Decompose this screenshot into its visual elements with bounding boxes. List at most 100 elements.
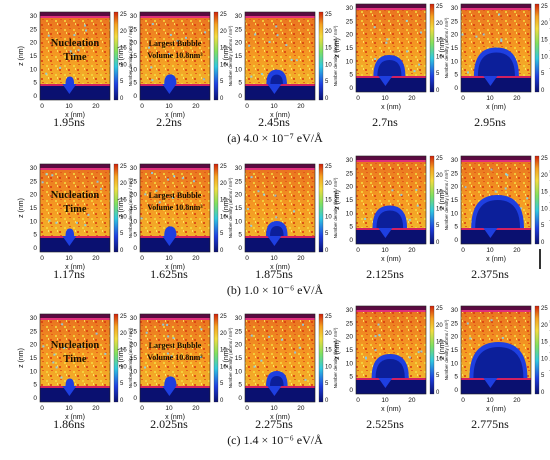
- z-tick-label: 5: [238, 232, 242, 239]
- top-wall: [140, 314, 210, 318]
- top-wall-edge: [40, 318, 110, 320]
- x-axis-label: x (nm): [381, 406, 401, 413]
- colorbar-tick-label: 5: [436, 373, 440, 379]
- colorbar-tick-label: 10: [541, 356, 548, 362]
- density-speck: [73, 34, 76, 37]
- substrate-wall: [40, 86, 110, 100]
- z-tick-label: 20: [346, 184, 354, 191]
- colorbar-tick-label: 20: [541, 21, 548, 27]
- vapor-core: [270, 226, 284, 236]
- colorbar-tick-label: 25: [325, 314, 332, 320]
- colorbar-tick-label: 25: [220, 314, 227, 320]
- density-speck: [185, 36, 188, 39]
- z-axis-label: z (nm): [439, 340, 446, 360]
- colorbar-tick-label: 25: [120, 314, 127, 320]
- substrate-wall: [40, 238, 110, 252]
- colorbar-label: Number density (atoms / nm³): [228, 25, 233, 86]
- vapor-bubble: [65, 228, 75, 236]
- colorbar: [113, 11, 119, 101]
- time-label: 2.775ns: [471, 417, 509, 431]
- density-speck: [298, 346, 301, 349]
- density-speck: [155, 189, 158, 192]
- density-speck: [202, 78, 205, 81]
- colorbar-tick-label: 20: [541, 323, 548, 329]
- groove: [162, 84, 177, 94]
- row-caption: (c) 1.4 × 10⁻⁶ eV/Å: [227, 433, 323, 447]
- density-speck: [416, 204, 419, 207]
- x-axis-label: x (nm): [165, 414, 185, 421]
- z-tick-label: 10: [130, 218, 138, 225]
- colorbar-tick-label: 25: [436, 306, 443, 312]
- top-wall-edge: [140, 16, 210, 18]
- z-tick-label: 30: [130, 13, 138, 20]
- top-wall-edge: [245, 168, 315, 170]
- density-speck: [162, 323, 165, 326]
- density-speck: [51, 174, 54, 177]
- z-tick-label: 5: [133, 232, 137, 239]
- colorbar-tick-label: 15: [325, 46, 332, 52]
- x-axis-label: x (nm): [486, 104, 506, 111]
- vapor-core: [473, 347, 524, 378]
- plot-frame: [244, 163, 316, 253]
- colorbar-tick-label: 15: [120, 348, 127, 354]
- colorbar-tick-label: 25: [436, 156, 443, 162]
- top-wall-edge: [40, 16, 110, 18]
- density-speck: [391, 189, 394, 192]
- z-tick-label: 25: [30, 178, 38, 185]
- z-tick-label: 0: [33, 93, 37, 100]
- top-wall-edge: [356, 310, 426, 312]
- colorbar-label: Number density (atoms / nm³): [128, 327, 133, 388]
- z-tick-label: 15: [30, 53, 38, 60]
- nucleation-label: Nucleation: [51, 190, 100, 201]
- z-tick-label: 20: [30, 342, 38, 349]
- density-speck: [302, 323, 305, 326]
- z-axis-label: z (nm): [18, 348, 25, 368]
- density-speck: [47, 34, 50, 37]
- vapor-core: [375, 359, 405, 378]
- top-wall: [40, 314, 110, 318]
- plot-frame: [460, 155, 532, 245]
- density-speck: [144, 193, 147, 196]
- density-speck: [469, 337, 472, 340]
- z-tick-label: 10: [235, 368, 243, 375]
- density-speck: [386, 38, 389, 41]
- colorbar-tick-label: 10: [325, 62, 332, 68]
- top-wall: [140, 164, 210, 168]
- x-tick-label: 20: [513, 95, 521, 102]
- groove: [267, 236, 282, 246]
- density-speck: [377, 323, 380, 326]
- x-tick-label: 0: [245, 405, 249, 412]
- density-speck: [254, 33, 257, 36]
- z-tick-label: 30: [30, 13, 38, 20]
- x-tick-label: 10: [270, 103, 278, 110]
- density-speck: [79, 44, 82, 47]
- colorbar-tick-label: 5: [541, 373, 545, 379]
- colorbar-tick-label: 15: [436, 190, 443, 196]
- nucleation-label: Nucleation: [51, 38, 100, 49]
- density-speck: [374, 335, 377, 338]
- x-tick-label: 10: [270, 255, 278, 262]
- colorbar-tick-label: 0: [120, 248, 124, 254]
- z-tick-label: 15: [346, 197, 354, 204]
- z-tick-label: 10: [346, 210, 354, 217]
- top-wall-edge: [461, 310, 531, 312]
- z-tick-label: 30: [346, 5, 354, 12]
- colorbar-tick-label: 15: [325, 348, 332, 354]
- x-tick-label: 0: [461, 247, 465, 254]
- substrate-wall: [461, 230, 531, 244]
- row-caption: (b) 1.0 × 10⁻⁶ eV/Å: [227, 283, 324, 297]
- z-tick-label: 30: [346, 307, 354, 314]
- colorbar-tick-label: 15: [220, 348, 227, 354]
- density-speck: [373, 26, 376, 29]
- colorbar: [213, 163, 219, 253]
- vapor-core: [377, 60, 402, 76]
- nucleation-label: Time: [63, 354, 86, 365]
- z-tick-label: 0: [133, 93, 137, 100]
- z-tick-label: 5: [454, 224, 458, 231]
- colorbar-tick-label: 20: [325, 331, 332, 337]
- top-wall: [461, 4, 531, 8]
